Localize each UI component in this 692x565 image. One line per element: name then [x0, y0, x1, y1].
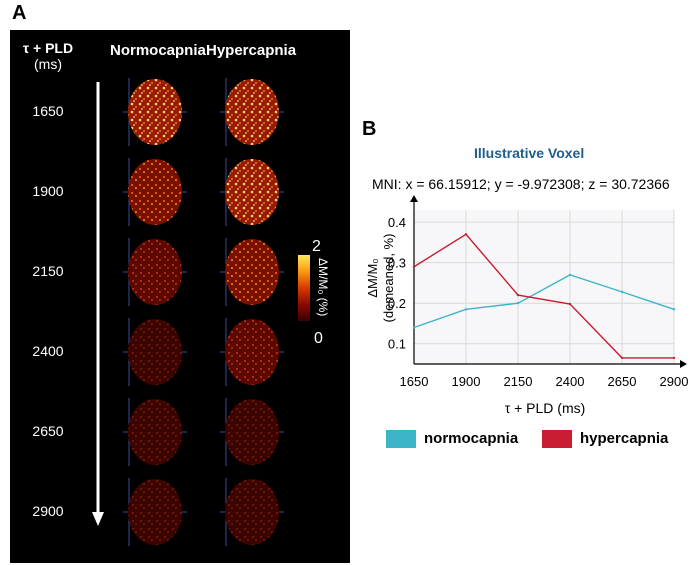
brain-slice-hypercapnia: [225, 239, 279, 305]
column-header-normocapnia: Normocapnia: [110, 42, 206, 59]
x-axis-arrow: [680, 360, 687, 368]
colorbar-title: ΔM/M₀ (%): [316, 258, 330, 317]
x-tick-label: 2400: [556, 374, 585, 389]
axis-header-line1: τ + PLD: [22, 40, 74, 56]
x-axis-label: τ + PLD (ms): [505, 400, 586, 416]
data-point-normocapnia: [516, 302, 520, 305]
colorbar-max-label: 2: [312, 238, 321, 255]
data-point-normocapnia: [568, 273, 572, 277]
time-label: 1900: [32, 183, 64, 199]
brain-slice-hypercapnia: [225, 399, 279, 465]
data-point-normocapnia: [464, 308, 468, 311]
series-line-normocapnia: [413, 274, 675, 329]
brain-slice-hypercapnia: [225, 319, 279, 385]
brain-slice-normocapnia: [128, 319, 182, 385]
brain-slice-hypercapnia: [225, 159, 279, 225]
brain-slice-normocapnia: [128, 159, 182, 225]
y-axis-label-line2: (demeaned, %): [381, 234, 396, 323]
data-point-hypercapnia: [672, 356, 676, 360]
panel-b-letter: B: [362, 118, 377, 140]
column-header-hypercapnia: Hypercapnia: [206, 42, 297, 59]
brain-slice-normocapnia: [128, 399, 182, 465]
series-line-hypercapnia: [413, 233, 674, 359]
axis-header-line2: (ms): [34, 56, 62, 72]
time-label: 1650: [32, 103, 64, 119]
x-tick-label: 2150: [504, 374, 533, 389]
legend-swatch-hypercapnia: [542, 430, 572, 448]
data-point-normocapnia: [672, 308, 676, 311]
time-label: 2150: [32, 263, 64, 279]
x-tick-label: 1900: [452, 374, 481, 389]
legend-label-normocapnia: normocapnia: [424, 430, 519, 447]
y-axis-arrow: [410, 195, 418, 202]
y-tick-label: 0.4: [388, 215, 406, 230]
mni-coordinates: MNI: x = 66.15912; y = -9.972308; z = 30…: [372, 176, 670, 192]
y-tick-label: 0.2: [388, 296, 406, 311]
brain-slice-normocapnia: [128, 479, 182, 545]
brain-slice-normocapnia: [128, 239, 182, 305]
y-tick-label: 0.1: [388, 337, 406, 352]
x-tick-label: 1650: [400, 374, 429, 389]
time-arrow-head: [92, 512, 104, 526]
panel-a-figure: τ + PLD (ms) Normocapnia Hypercapnia: [10, 30, 350, 563]
chart-title: Illustrative Voxel: [474, 145, 585, 161]
y-tick-label: 0.3: [388, 256, 406, 271]
chart-grid: [413, 210, 675, 364]
data-point-hypercapnia: [620, 356, 624, 360]
data-point-normocapnia: [620, 290, 624, 294]
time-label: 2900: [32, 503, 64, 519]
x-tick-label: 2900: [660, 374, 689, 389]
brain-slices: [123, 78, 284, 546]
brain-slice-hypercapnia: [225, 79, 279, 145]
axis-header: τ + PLD (ms): [18, 40, 78, 72]
data-point-normocapnia: [412, 326, 416, 329]
y-axis-label-line1: ΔM/M₀: [365, 258, 380, 297]
legend-swatch-normocapnia: [386, 430, 416, 448]
legend-label-hypercapnia: hypercapnia: [580, 430, 669, 447]
data-point-hypercapnia: [516, 293, 520, 297]
x-tick-label: 2650: [608, 374, 637, 389]
data-point-hypercapnia: [412, 265, 416, 268]
time-label: 2400: [32, 343, 64, 359]
colorbar: [298, 255, 310, 321]
panel-a-letter: A: [12, 2, 27, 24]
brain-slice-normocapnia: [128, 79, 182, 145]
chart-ticks: 0.1 0.2 0.3 0.4 1650 1900 2150 2400 2650 2900: [388, 215, 689, 389]
data-point-hypercapnia: [568, 302, 572, 306]
chart-axes: [410, 195, 687, 368]
plot-area: [414, 210, 674, 364]
time-label: 2650: [32, 423, 64, 439]
data-point-hypercapnia: [464, 233, 468, 236]
brain-grid: [92, 78, 284, 546]
brain-slice-hypercapnia: [225, 479, 279, 545]
chart-series: [412, 233, 676, 360]
colorbar-min-label: 0: [314, 330, 323, 347]
